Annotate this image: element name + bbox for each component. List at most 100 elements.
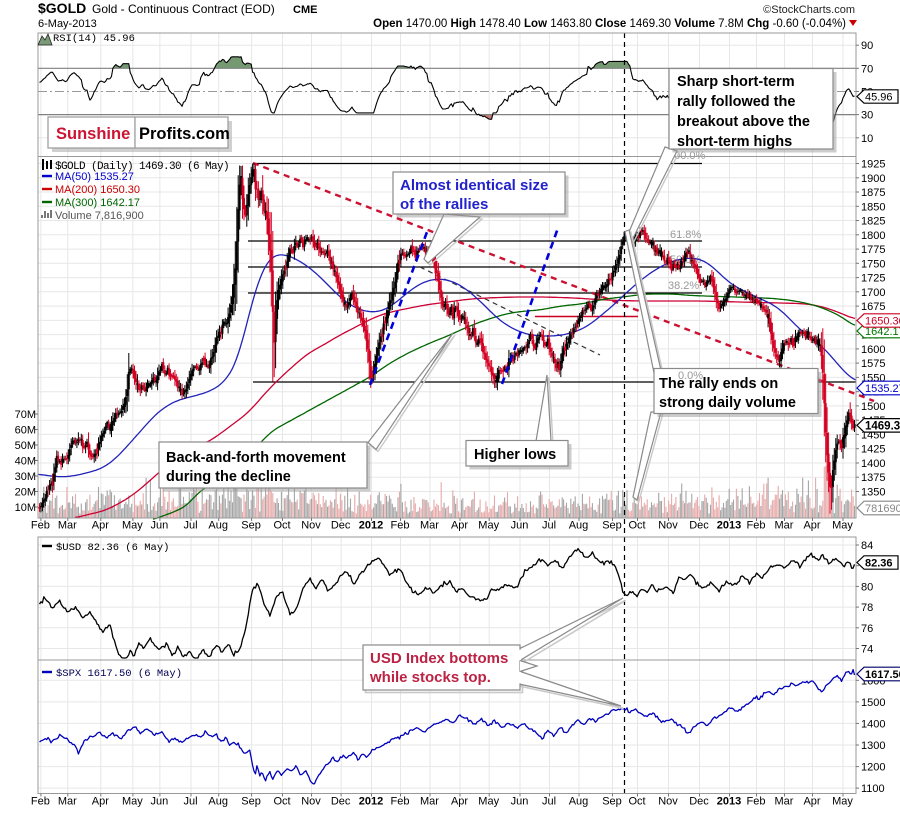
svg-text:USD Index bottoms: USD Index bottoms [370,650,508,667]
svg-text:RSI(14) 45.96: RSI(14) 45.96 [53,33,135,45]
svg-text:Almost identical size: Almost identical size [400,177,548,194]
svg-text:May: May [122,520,143,532]
svg-text:7816900: 7816900 [865,503,900,515]
svg-text:during the decline: during the decline [166,469,291,485]
svg-text:Sep: Sep [602,796,622,808]
svg-text:Apr: Apr [92,796,109,808]
svg-text:1100: 1100 [861,783,885,795]
svg-text:Feb: Feb [31,520,50,532]
svg-text:1575: 1575 [861,358,885,370]
svg-text:Oct: Oct [628,520,645,532]
svg-text:Profits.com: Profits.com [139,125,230,143]
svg-text:1850: 1850 [861,201,885,213]
svg-text:Dec: Dec [331,520,351,532]
svg-text:Mar: Mar [775,796,794,808]
svg-text:Dec: Dec [689,520,709,532]
svg-text:80: 80 [861,581,873,593]
svg-text:CME: CME [293,4,317,16]
svg-text:$USD 82.36 (6 May): $USD 82.36 (6 May) [56,542,169,554]
svg-text:Jun: Jun [511,796,529,808]
svg-text:Oct: Oct [273,796,290,808]
svg-text:Feb: Feb [747,520,766,532]
svg-text:Volume 7,816,900: Volume 7,816,900 [55,210,144,222]
svg-text:60M: 60M [15,425,36,437]
svg-text:1875: 1875 [861,187,885,199]
svg-text:1200: 1200 [861,762,885,774]
svg-text:Aug: Aug [569,520,589,532]
svg-text:breakout above the: breakout above the [677,114,810,130]
svg-text:50M: 50M [15,440,36,452]
svg-text:Feb: Feb [31,796,50,808]
svg-text:1675: 1675 [861,301,885,313]
svg-text:Feb: Feb [747,796,766,808]
svg-text:2013: 2013 [717,520,741,532]
svg-text:10M: 10M [15,502,36,514]
svg-text:20M: 20M [15,487,36,499]
svg-text:6-May-2013: 6-May-2013 [38,18,97,30]
svg-text:1500: 1500 [861,401,885,413]
svg-text:78: 78 [861,602,873,614]
svg-text:30: 30 [861,110,873,122]
svg-text:Mar: Mar [420,796,439,808]
svg-text:76: 76 [861,623,873,635]
svg-text:Jun: Jun [151,520,169,532]
svg-text:Feb: Feb [391,796,410,808]
svg-text:Sunshine: Sunshine [56,125,130,143]
svg-text:1600: 1600 [861,344,885,356]
svg-text:MA(200) 1650.30: MA(200) 1650.30 [55,184,140,196]
svg-text:$GOLD: $GOLD [38,0,86,16]
svg-text:38.2%: 38.2% [668,280,699,292]
svg-text:Apr: Apr [451,520,468,532]
svg-text:Aug: Aug [208,796,228,808]
svg-text:The rally ends on: The rally ends on [659,376,778,392]
svg-text:2013: 2013 [717,796,741,808]
svg-text:1800: 1800 [861,230,885,242]
svg-text:40M: 40M [15,456,36,468]
svg-text:May: May [478,796,499,808]
svg-text:Dec: Dec [689,796,709,808]
svg-text:short-term highs: short-term highs [677,134,792,150]
svg-text:of the rallies: of the rallies [400,196,488,213]
svg-text:Higher lows: Higher lows [474,447,556,463]
svg-text:1700: 1700 [861,287,885,299]
svg-text:10: 10 [861,133,873,145]
svg-text:1500: 1500 [861,697,885,709]
svg-text:1350: 1350 [861,487,885,499]
svg-text:Nov: Nov [658,796,678,808]
svg-text:$GOLD (Daily) 1469.30 (6 May): $GOLD (Daily) 1469.30 (6 May) [55,161,229,173]
svg-text:Apr: Apr [803,520,820,532]
svg-text:70M: 70M [15,409,36,421]
svg-text:1375: 1375 [861,472,885,484]
svg-text:©StockCharts.com: ©StockCharts.com [763,4,855,16]
svg-text:Jul: Jul [542,520,556,532]
svg-text:1642.17: 1642.17 [865,326,900,338]
svg-text:MA(50) 1535.27: MA(50) 1535.27 [55,171,134,183]
svg-text:82.36: 82.36 [865,558,893,570]
svg-text:45.96: 45.96 [865,92,893,104]
svg-text:Jun: Jun [151,796,169,808]
svg-text:1725: 1725 [861,273,885,285]
svg-text:Dec: Dec [331,796,351,808]
svg-text:Jul: Jul [183,520,197,532]
svg-text:30M: 30M [15,471,36,483]
svg-text:1925: 1925 [861,159,885,171]
svg-text:Open 1470.00 High 1478.40 Low: Open 1470.00 High 1478.40 Low 1463.80 Cl… [373,18,846,30]
svg-text:Nov: Nov [301,520,321,532]
svg-text:May: May [832,796,853,808]
svg-text:70: 70 [861,63,873,75]
svg-text:Apr: Apr [451,796,468,808]
svg-text:Mar: Mar [58,520,77,532]
svg-text:Nov: Nov [301,796,321,808]
svg-text:Sep: Sep [241,796,261,808]
svg-text:90: 90 [861,40,873,52]
svg-text:May: May [832,520,853,532]
svg-text:Mar: Mar [58,796,77,808]
svg-text:61.8%: 61.8% [670,229,701,241]
svg-text:$SPX 1617.50 (6 May): $SPX 1617.50 (6 May) [56,668,182,680]
svg-text:1469.30: 1469.30 [865,420,900,432]
svg-text:Mar: Mar [775,520,794,532]
svg-text:1535.27: 1535.27 [865,383,900,395]
svg-text:MA(300) 1642.17: MA(300) 1642.17 [55,197,140,209]
svg-text:Oct: Oct [628,796,645,808]
svg-text:Back-and-forth movement: Back-and-forth movement [166,450,346,466]
